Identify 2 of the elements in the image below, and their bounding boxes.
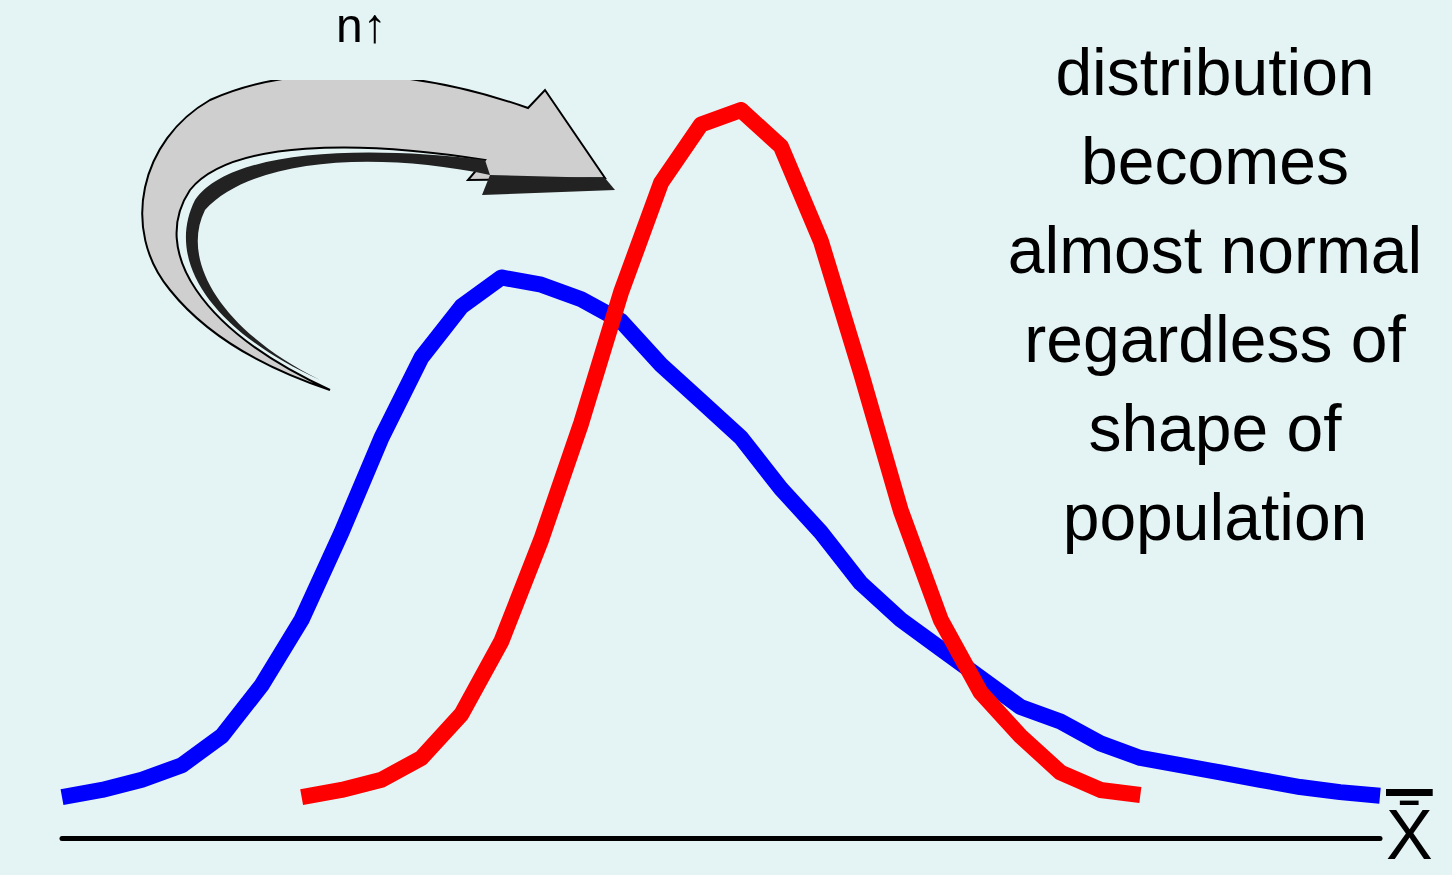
- annotation: distribution becomes almost normal regardless of shape of population: [1006, 34, 1424, 556]
- text: n↑: [336, 0, 387, 53]
